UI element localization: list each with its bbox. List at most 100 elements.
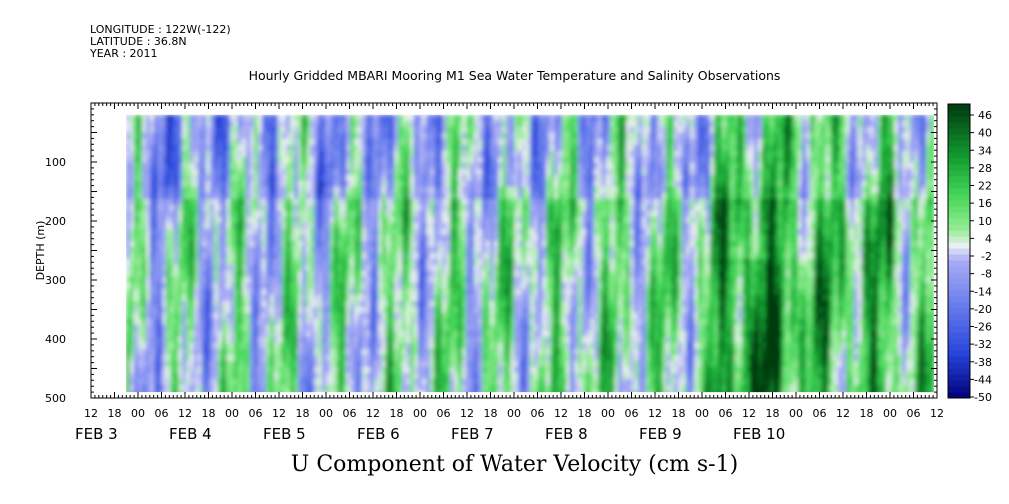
x-tick-label: 12 [460,407,474,420]
colorbar-band [948,248,970,255]
colorbar-label: -2 [981,250,992,263]
colorbar-band [948,284,970,291]
x-tick-label: 18 [860,407,874,420]
heatmap-cells [126,114,934,393]
x-tick-label: 12 [178,407,192,420]
x-day-label: FEB 4 [169,425,212,443]
x-tick-label: 12 [648,407,662,420]
colorbar-band [948,344,970,351]
x-tick-label: 00 [413,407,427,420]
colorbar-band [948,368,970,375]
x-tick-label: 00 [789,407,803,420]
colorbar-band [948,290,970,297]
x-tick-label: 18 [484,407,498,420]
x-day-label: FEB 10 [733,425,785,443]
colorbar-band [948,116,970,123]
colorbar-band [948,128,970,135]
x-day-label: FEB 5 [263,425,306,443]
y-tick-label: 100 [45,156,66,169]
colorbar-band [948,296,970,303]
colorbar-label: -50 [974,391,992,404]
colorbar-band [948,314,970,321]
colorbar-band [948,182,970,189]
colorbar-band [948,320,970,327]
year-label: YEAR : 2011 [90,47,158,60]
x-tick-label: 00 [507,407,521,420]
colorbar-band [948,278,970,285]
x-tick-label: 00 [319,407,333,420]
x-day-label: FEB 6 [357,425,400,443]
colorbar-band [948,392,970,399]
x-tick-label: 12 [836,407,850,420]
x-tick-label: 12 [930,407,944,420]
longitude-label: LONGITUDE : 122W(-122) [90,23,231,36]
colorbar-band [948,374,970,381]
colorbar-band [948,200,970,207]
colorbar-label: 28 [978,162,992,175]
x-tick-label: 06 [531,407,545,420]
colorbar-label: 4 [985,232,992,245]
x-tick-label: 06 [249,407,263,420]
x-tick-label: 06 [155,407,169,420]
colorbar-label: -20 [974,303,992,316]
colorbar-band [948,272,970,279]
colorbar-band [948,134,970,141]
x-tick-label: 00 [883,407,897,420]
chart-title: Hourly Gridded MBARI Mooring M1 Sea Wate… [248,68,781,83]
x-tick-label: 18 [766,407,780,420]
metadata-block: LONGITUDE : 122W(-122) LATITUDE : 36.8N … [90,24,231,60]
colorbar-band [948,158,970,165]
colorbar-band [948,212,970,219]
colorbar-band [948,308,970,315]
x-day-label: FEB 3 [75,425,118,443]
colorbar-label: -14 [974,285,992,298]
heatmap-field [126,114,934,393]
colorbar-band [948,104,970,111]
colorbar-band [948,326,970,333]
colorbar-band [948,362,970,369]
colorbar-band [948,386,970,393]
x-day-label: FEB 7 [451,425,494,443]
x-tick-label: 06 [813,407,827,420]
colorbar: 46 40 34 28 22 16 10 4 -2 -8 -14 -20 -26 -32 -38 -44 -50 [947,103,992,404]
colorbar-band [948,230,970,237]
colorbar-band [948,338,970,345]
x-tick-label: 06 [625,407,639,420]
latitude-label: LATITUDE : 36.8N [90,35,187,48]
colorbar-band [948,332,970,339]
colorbar-label: -38 [974,356,992,369]
x-day-label: FEB 8 [545,425,588,443]
y-tick-label: 500 [45,392,66,405]
x-tick-label: 06 [907,407,921,420]
y-tick-label: 200 [45,215,66,228]
colorbar-band [948,122,970,129]
colorbar-frame [947,103,971,399]
x-tick-label: 00 [695,407,709,420]
x-axis-title: U Component of Water Velocity (cm s-1) [290,452,739,477]
colorbar-band [948,164,970,171]
x-tick-label: 12 [366,407,380,420]
x-tick-label: 12 [84,407,98,420]
colorbar-label: 10 [978,215,992,228]
x-tick-label: 18 [202,407,216,420]
x-tick-label: 18 [672,407,686,420]
axes: 12 18 00 06 12 18 00 06 12 18 00 06 12 18 00 06 12 18 00 06… [34,102,944,443]
x-tick-label: 18 [390,407,404,420]
colorbar-band [948,176,970,183]
colorbar-band [948,236,970,243]
colorbar-band [948,242,970,249]
colorbar-label: 16 [978,197,992,210]
colorbar-band [948,206,970,213]
x-tick-label: 12 [742,407,756,420]
colorbar-label: -8 [981,268,992,281]
colorbar-band [948,194,970,201]
x-tick-label: 12 [554,407,568,420]
colorbar-label: -26 [974,321,992,334]
colorbar-band [948,356,970,363]
colorbar-band [948,140,970,147]
colorbar-band [948,350,970,357]
y-tick-label: 400 [45,333,66,346]
x-tick-label: 18 [108,407,122,420]
x-tick-label: 06 [719,407,733,420]
